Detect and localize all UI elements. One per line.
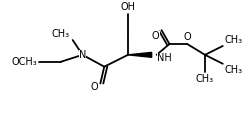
Polygon shape [128, 52, 152, 57]
Text: N: N [79, 50, 86, 60]
Text: CH₃: CH₃ [52, 29, 70, 39]
Text: O: O [152, 31, 160, 41]
Text: CH₃: CH₃ [225, 35, 243, 45]
Text: CH₃: CH₃ [196, 74, 214, 84]
Text: OH: OH [120, 2, 136, 12]
Text: O: O [91, 83, 98, 92]
Text: OCH₃: OCH₃ [11, 57, 37, 67]
Text: CH₃: CH₃ [225, 65, 243, 75]
Text: O: O [183, 32, 191, 42]
Text: NH: NH [156, 53, 171, 63]
